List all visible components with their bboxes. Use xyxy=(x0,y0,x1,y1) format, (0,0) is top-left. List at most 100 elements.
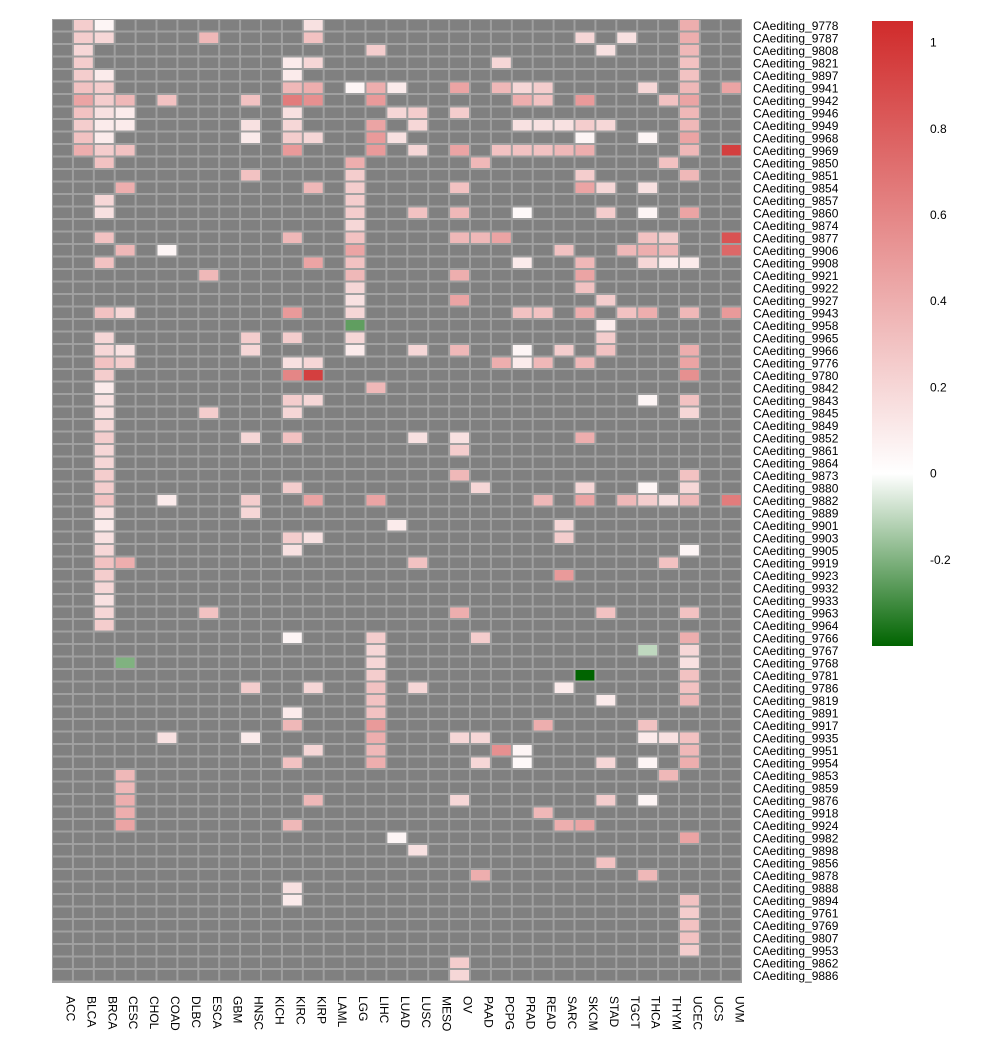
heatmap-cell xyxy=(303,870,323,881)
row-label: CAediting_9880 xyxy=(753,481,839,495)
heatmap-cell xyxy=(408,570,428,581)
heatmap-cell xyxy=(94,507,114,518)
heatmap-cell xyxy=(408,695,428,706)
heatmap-cell xyxy=(387,20,407,31)
heatmap-cell xyxy=(659,407,678,418)
heatmap-cell xyxy=(680,857,699,868)
heatmap-cell xyxy=(345,970,365,981)
heatmap-cell xyxy=(53,70,72,81)
heatmap-cell xyxy=(178,582,198,593)
heatmap-cell xyxy=(324,732,344,743)
heatmap-cell xyxy=(450,832,469,843)
heatmap-cell xyxy=(387,670,407,681)
heatmap-cell xyxy=(220,457,240,468)
heatmap-cell xyxy=(303,757,323,768)
heatmap-cell xyxy=(136,282,156,293)
heatmap-cell xyxy=(94,845,114,856)
heatmap-cell xyxy=(282,770,302,781)
heatmap-cell xyxy=(638,745,658,756)
heatmap-cell xyxy=(491,395,511,406)
heatmap-cell xyxy=(575,970,595,981)
heatmap-cell xyxy=(533,970,553,981)
heatmap-cell xyxy=(303,232,323,243)
heatmap-cell xyxy=(73,482,93,493)
heatmap-cell xyxy=(680,132,699,143)
heatmap-cell xyxy=(429,620,449,631)
heatmap-cell xyxy=(220,570,240,581)
heatmap-cell xyxy=(241,482,260,493)
heatmap-cell xyxy=(450,407,469,418)
heatmap-cell xyxy=(366,807,386,818)
heatmap-cell xyxy=(282,620,302,631)
row-label: CAediting_9941 xyxy=(753,81,839,95)
heatmap-cell xyxy=(324,820,344,831)
heatmap-cell xyxy=(324,795,344,806)
heatmap-cell xyxy=(617,707,637,718)
heatmap-cell xyxy=(721,557,741,568)
colorbar-tick-label: 0.6 xyxy=(930,208,947,222)
heatmap-cell xyxy=(262,470,281,481)
heatmap-cell xyxy=(471,145,490,156)
heatmap-cell xyxy=(471,457,490,468)
heatmap-cell xyxy=(471,182,490,193)
heatmap-cell xyxy=(721,645,741,656)
heatmap-cell xyxy=(638,932,658,943)
heatmap-cell xyxy=(638,457,658,468)
heatmap-cell xyxy=(324,545,344,556)
heatmap-cell xyxy=(491,245,511,256)
heatmap-cell xyxy=(721,57,741,68)
heatmap-cell xyxy=(680,570,699,581)
heatmap-cell xyxy=(324,245,344,256)
heatmap-cell xyxy=(429,857,449,868)
heatmap-cell xyxy=(721,895,741,906)
heatmap-cell xyxy=(241,207,260,218)
heatmap-cell xyxy=(387,357,407,368)
heatmap-cell xyxy=(53,507,72,518)
heatmap-cell xyxy=(617,370,637,381)
heatmap-cell xyxy=(596,20,616,31)
heatmap-cell xyxy=(659,632,678,643)
heatmap-cell xyxy=(659,645,678,656)
heatmap-cell xyxy=(700,632,720,643)
heatmap-cell xyxy=(471,932,490,943)
heatmap-cell xyxy=(73,132,93,143)
heatmap-cell xyxy=(659,282,678,293)
heatmap-cell xyxy=(157,545,177,556)
heatmap-cell xyxy=(471,32,490,43)
heatmap-cell xyxy=(136,82,156,93)
heatmap-cell xyxy=(575,232,595,243)
heatmap-cell xyxy=(282,782,302,793)
heatmap-cell xyxy=(450,45,469,56)
heatmap-cell xyxy=(554,620,574,631)
heatmap-cell xyxy=(53,820,72,831)
heatmap-cell xyxy=(596,382,616,393)
heatmap-cell xyxy=(408,170,428,181)
heatmap-cell xyxy=(700,32,720,43)
heatmap-cell xyxy=(73,345,93,356)
heatmap-cell xyxy=(366,257,386,268)
heatmap-cell xyxy=(366,557,386,568)
heatmap-cell xyxy=(659,657,678,668)
heatmap-cell xyxy=(387,282,407,293)
heatmap-cell xyxy=(282,807,302,818)
heatmap-cell xyxy=(471,257,490,268)
heatmap-cell xyxy=(659,245,678,256)
heatmap-cell xyxy=(617,907,637,918)
heatmap-cell xyxy=(491,170,511,181)
heatmap-cell xyxy=(136,70,156,81)
heatmap-cell xyxy=(73,932,93,943)
column-label: SKCM xyxy=(586,996,600,1031)
heatmap-cell xyxy=(429,495,449,506)
row-label: CAediting_9819 xyxy=(753,694,839,708)
heatmap-cell xyxy=(115,182,135,193)
heatmap-cell xyxy=(680,645,699,656)
heatmap-cell xyxy=(345,457,365,468)
heatmap-cell xyxy=(512,820,532,831)
row-label: CAediting_9969 xyxy=(753,144,839,158)
heatmap-cell xyxy=(429,782,449,793)
heatmap-cell xyxy=(262,432,281,443)
heatmap-cell xyxy=(157,695,177,706)
heatmap-cell xyxy=(220,420,240,431)
heatmap-cell xyxy=(241,407,260,418)
heatmap-cell xyxy=(53,932,72,943)
